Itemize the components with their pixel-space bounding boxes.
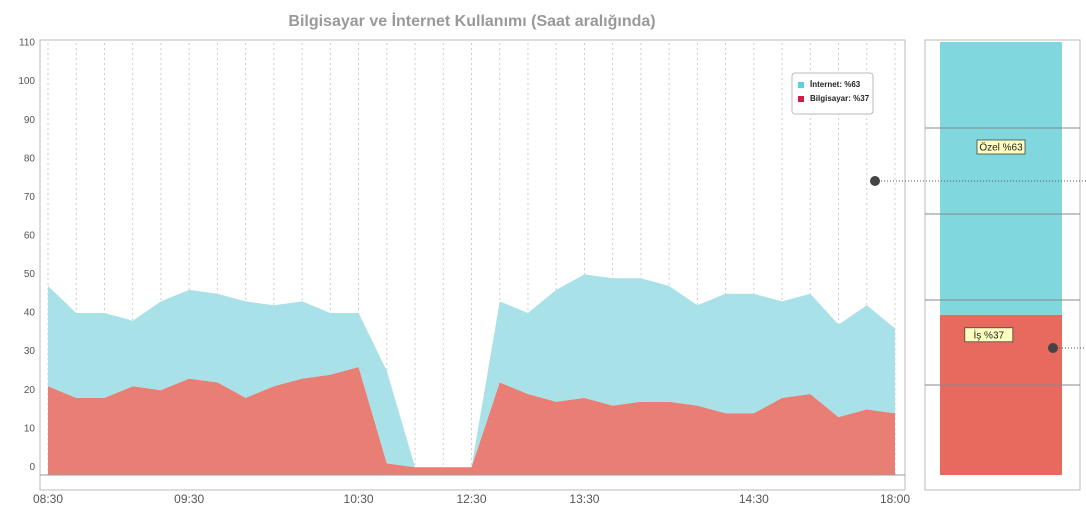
y-tick-label: 60 (24, 230, 36, 241)
pointer-dot (1048, 343, 1058, 353)
x-tick-label: 10:30 (344, 492, 374, 506)
label-box (964, 327, 1014, 343)
y-tick-label: 40 (24, 308, 36, 319)
decoration (870, 176, 1086, 353)
y-tick-label: 100 (18, 76, 35, 87)
x-tick-label: 09:30 (174, 492, 204, 506)
side-bar: Özel %63 İş %37 (925, 42, 1080, 475)
plot-frame (39, 39, 906, 491)
bar-label: İş %37 (974, 328, 1005, 341)
legend-swatch (798, 82, 804, 88)
bar-segment (940, 42, 1062, 315)
area (48, 274, 895, 468)
legend-label: İnternet: %63 (810, 80, 861, 89)
x-tick-label: 13:30 (569, 492, 599, 506)
y-tick-label: 90 (24, 115, 36, 126)
side-frame (924, 39, 1081, 491)
legend-label: Bilgisayar: %37 (810, 94, 870, 103)
y-tick-label: 30 (24, 346, 36, 357)
y-tick-label: 70 (24, 192, 36, 203)
x-tick-label: 14:30 (739, 492, 769, 506)
y-tick-label: 20 (24, 385, 36, 396)
legend-box (791, 72, 874, 115)
x-tick-label: 18:00 (880, 492, 910, 506)
y-tick-label: 80 (24, 153, 36, 164)
label-box (976, 139, 1026, 155)
x-tick-label: 08:30 (33, 492, 63, 506)
y-tick-label: 50 (24, 269, 36, 280)
x-tick-label: 12:30 (456, 492, 486, 506)
y-tick-label: 10 (24, 423, 36, 434)
pointer-dot (870, 176, 880, 186)
area (48, 367, 895, 475)
bar-label: Özel %63 (979, 142, 1023, 154)
y-tick-label: 110 (19, 38, 35, 49)
legend-swatch (798, 96, 804, 102)
chart-title: Bilgisayar ve İnternet Kullanımı (Saat a… (288, 12, 655, 30)
area-chart: 0 10 20 30 40 50 60 70 80 90 100 110 08:30 09:30 10:30… (18, 38, 910, 507)
y-tick-label: 0 (29, 462, 35, 473)
